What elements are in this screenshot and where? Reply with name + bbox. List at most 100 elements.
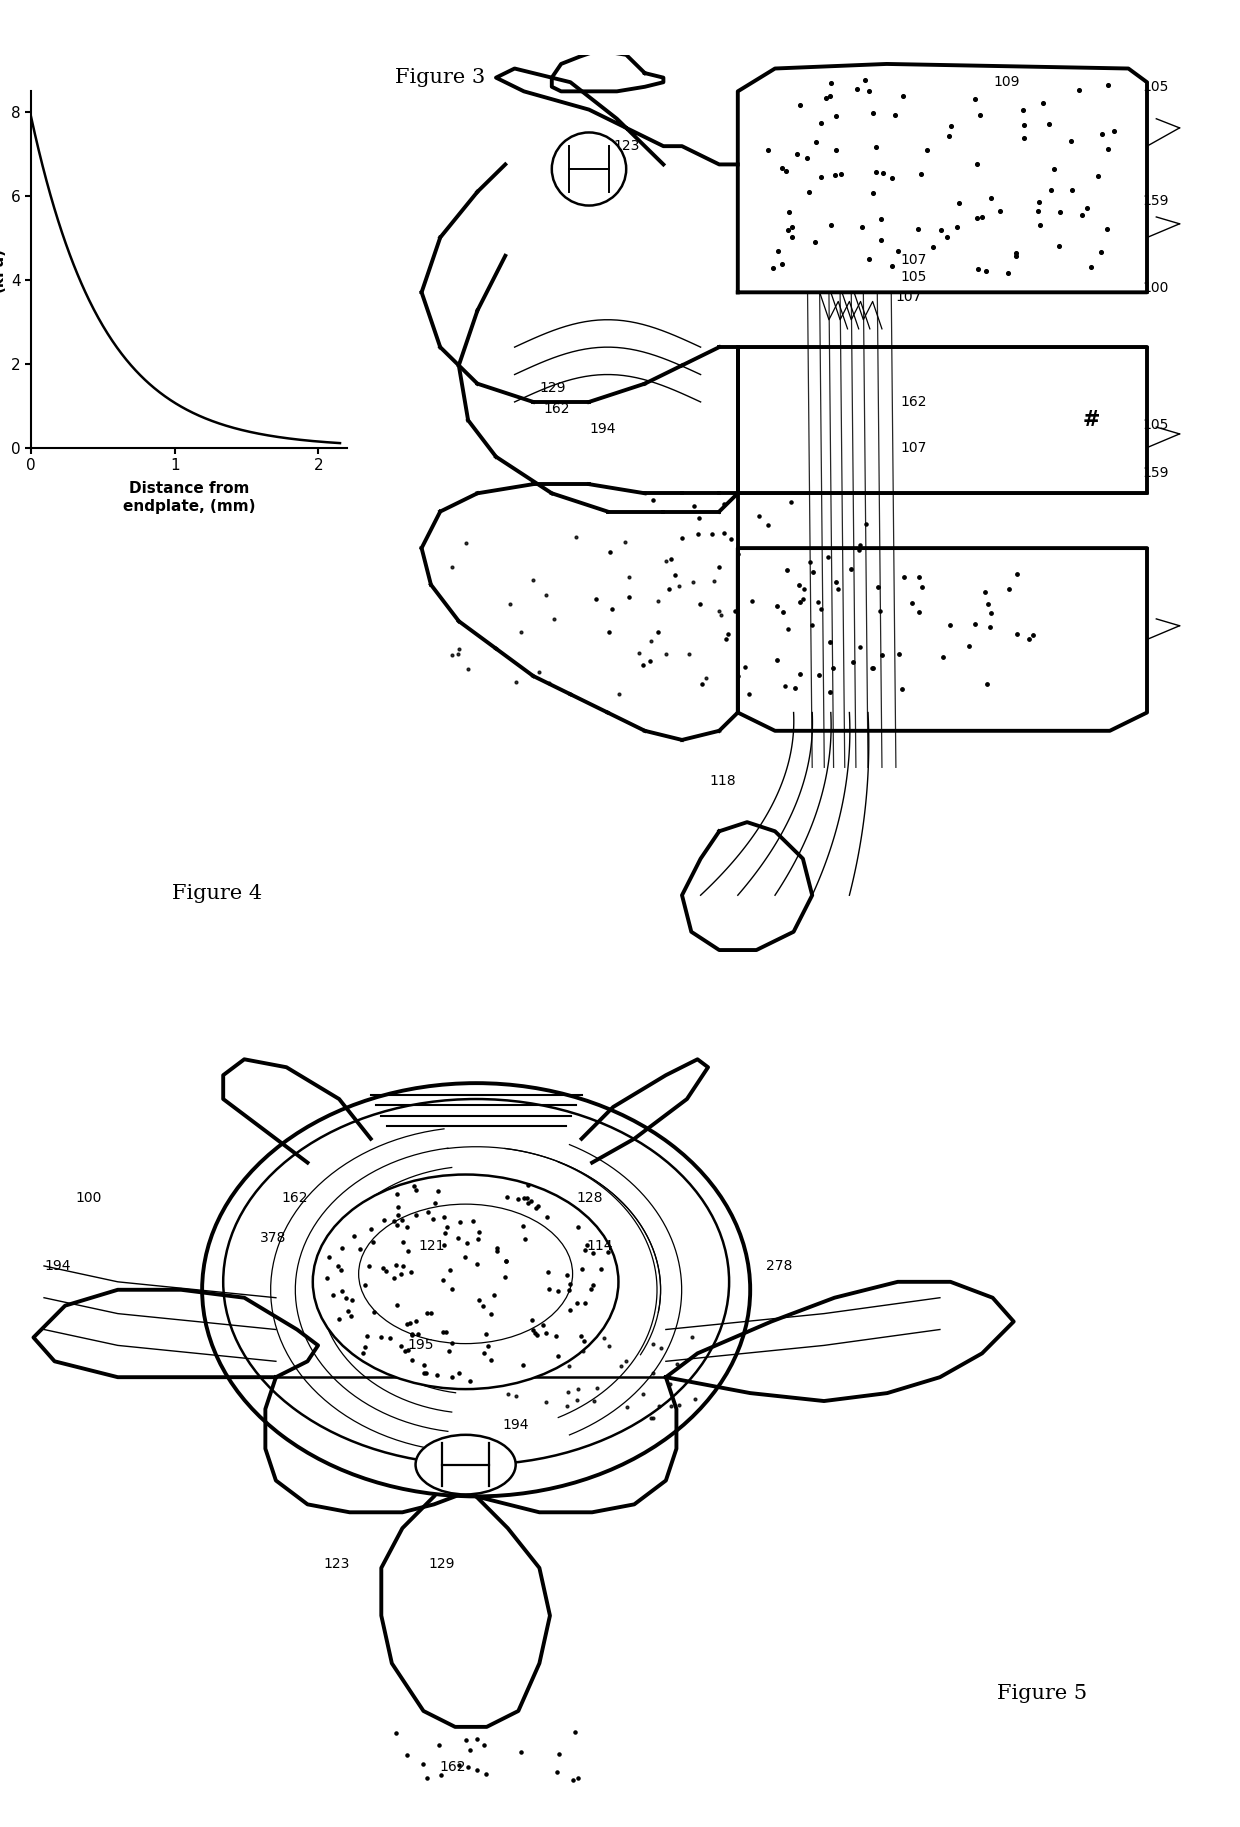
Point — [402, 1345, 422, 1374]
Point — [433, 1317, 453, 1346]
Point — [435, 1219, 455, 1248]
Point — [647, 618, 667, 647]
Point — [434, 1266, 454, 1295]
Point — [559, 1275, 579, 1304]
Point — [549, 1739, 569, 1769]
Point — [794, 585, 813, 614]
Text: Figure 4: Figure 4 — [172, 884, 262, 903]
Point — [439, 1336, 459, 1365]
Point — [423, 1204, 443, 1233]
Point — [800, 548, 820, 577]
Point — [587, 1374, 606, 1403]
Point — [591, 1255, 611, 1284]
Point — [1091, 119, 1111, 148]
Text: 105: 105 — [1142, 80, 1169, 93]
Point — [802, 610, 822, 639]
Point — [825, 161, 844, 190]
Point — [332, 1233, 352, 1262]
Point — [481, 1346, 501, 1376]
Point — [425, 1189, 445, 1219]
Point — [450, 1208, 470, 1237]
Point — [1105, 117, 1125, 146]
Point — [565, 1717, 585, 1747]
Point — [449, 1750, 469, 1779]
Point — [575, 1235, 595, 1264]
Point — [1006, 238, 1025, 267]
Point — [870, 596, 890, 625]
Text: 100: 100 — [1142, 281, 1169, 294]
Point — [584, 1239, 604, 1268]
Point — [785, 674, 805, 703]
Point — [537, 1202, 557, 1231]
Point — [775, 672, 795, 702]
Point — [714, 490, 734, 519]
Point — [449, 639, 469, 669]
Point — [397, 1741, 417, 1770]
Point — [393, 1228, 413, 1257]
Point — [515, 1184, 534, 1213]
Point — [577, 1230, 596, 1259]
Point — [644, 1359, 663, 1389]
Point — [422, 1299, 441, 1328]
Point — [714, 519, 734, 548]
Point — [779, 614, 799, 643]
Point — [696, 663, 715, 692]
Point — [1006, 241, 1025, 270]
Point — [805, 228, 825, 258]
Point — [387, 1178, 407, 1208]
Point — [539, 669, 559, 698]
Point — [1073, 201, 1092, 230]
Text: 162: 162 — [281, 1191, 308, 1206]
Point — [863, 654, 883, 683]
Point — [460, 1367, 480, 1396]
Point — [475, 1337, 495, 1367]
Point — [909, 597, 929, 627]
Point — [495, 1262, 515, 1292]
Point — [795, 574, 815, 603]
Point — [1078, 194, 1097, 223]
Point — [725, 596, 745, 625]
Point — [458, 654, 477, 683]
Point — [998, 258, 1018, 287]
Point — [448, 1224, 467, 1253]
Point — [594, 1323, 614, 1352]
Point — [467, 1250, 487, 1279]
Point — [558, 1392, 578, 1421]
Point — [405, 1306, 425, 1336]
Point — [684, 1385, 704, 1414]
Point — [343, 1220, 363, 1250]
Point — [768, 236, 787, 265]
Point — [1007, 559, 1027, 588]
Point — [859, 245, 879, 274]
Point — [888, 236, 908, 265]
Point — [811, 594, 831, 623]
Point — [513, 1350, 533, 1379]
Point — [506, 1381, 526, 1410]
Point — [808, 660, 828, 689]
Point — [640, 647, 660, 676]
Point — [544, 1336, 564, 1365]
Text: 194: 194 — [502, 1418, 529, 1432]
Point — [481, 1299, 501, 1328]
Point — [849, 632, 869, 661]
Point — [678, 639, 698, 669]
Point — [443, 552, 463, 581]
Point — [573, 1337, 593, 1367]
Point — [811, 163, 831, 192]
Text: 107: 107 — [900, 254, 928, 267]
Point — [441, 641, 461, 671]
Point — [739, 680, 759, 709]
Point — [521, 1186, 541, 1215]
Ellipse shape — [415, 1434, 516, 1494]
Point — [434, 1231, 454, 1261]
Point — [644, 1403, 663, 1432]
Point — [560, 1270, 580, 1299]
Point — [684, 491, 704, 521]
Point — [357, 1321, 377, 1350]
Point — [339, 1295, 358, 1325]
Point — [456, 528, 476, 557]
Point — [458, 1752, 477, 1781]
Point — [797, 143, 817, 172]
Point — [388, 1200, 408, 1230]
Point — [387, 1211, 407, 1241]
